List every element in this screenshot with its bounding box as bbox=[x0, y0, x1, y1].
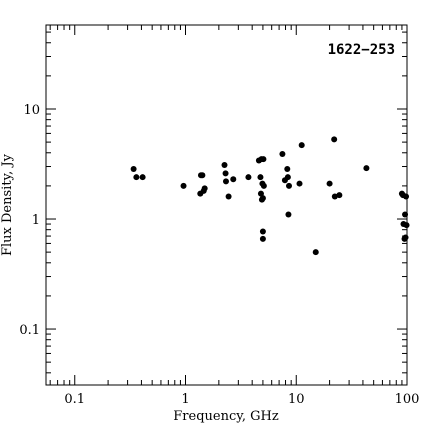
data-point bbox=[285, 211, 292, 218]
x-tick-label: 1 bbox=[181, 392, 189, 407]
data-point bbox=[201, 185, 208, 192]
data-point bbox=[245, 174, 252, 181]
data-point bbox=[230, 176, 237, 183]
data-point bbox=[402, 211, 409, 218]
data-point bbox=[221, 161, 228, 168]
x-tick-label: 10 bbox=[288, 392, 305, 407]
tick-labels: 0.1 1 10 100 0.1 1 10 bbox=[19, 103, 419, 407]
x-tick-label: 100 bbox=[395, 392, 420, 407]
x-tick-label: 0.1 bbox=[64, 392, 85, 407]
data-point bbox=[130, 165, 137, 172]
data-point bbox=[331, 193, 338, 200]
data-point bbox=[139, 174, 146, 181]
data-point bbox=[259, 195, 266, 202]
data-point bbox=[363, 165, 370, 172]
data-point bbox=[260, 182, 267, 189]
x-axis-title: Frequency, GHz bbox=[173, 409, 279, 424]
data-point bbox=[331, 136, 338, 143]
data-point bbox=[326, 180, 333, 187]
data-point bbox=[257, 174, 264, 181]
data-point bbox=[225, 193, 232, 200]
data-point bbox=[199, 172, 206, 179]
plot-frame bbox=[45, 24, 408, 386]
data-point bbox=[403, 193, 410, 200]
y-tick-label: 1 bbox=[32, 213, 40, 228]
data-point bbox=[222, 170, 229, 177]
data-point bbox=[312, 249, 319, 256]
data-point bbox=[260, 156, 267, 163]
y-tick-label: 10 bbox=[23, 103, 40, 118]
data-point bbox=[296, 180, 303, 187]
data-point bbox=[133, 174, 140, 181]
data-point bbox=[402, 234, 409, 241]
data-point bbox=[259, 228, 266, 235]
data-point bbox=[336, 192, 343, 199]
axis-ticks bbox=[46, 25, 408, 385]
data-point bbox=[279, 150, 286, 157]
y-axis-title: Flux Density, Jy bbox=[0, 153, 15, 256]
data-point bbox=[284, 165, 291, 172]
y-tick-label: 0.1 bbox=[19, 323, 40, 338]
data-point bbox=[180, 182, 187, 189]
source-label: 1622−253 bbox=[328, 42, 395, 58]
data-point bbox=[222, 178, 229, 185]
data-point bbox=[259, 235, 266, 242]
data-points bbox=[130, 136, 410, 256]
data-point bbox=[298, 142, 305, 149]
data-point bbox=[285, 182, 292, 189]
data-point bbox=[284, 174, 291, 181]
data-point bbox=[403, 222, 410, 229]
